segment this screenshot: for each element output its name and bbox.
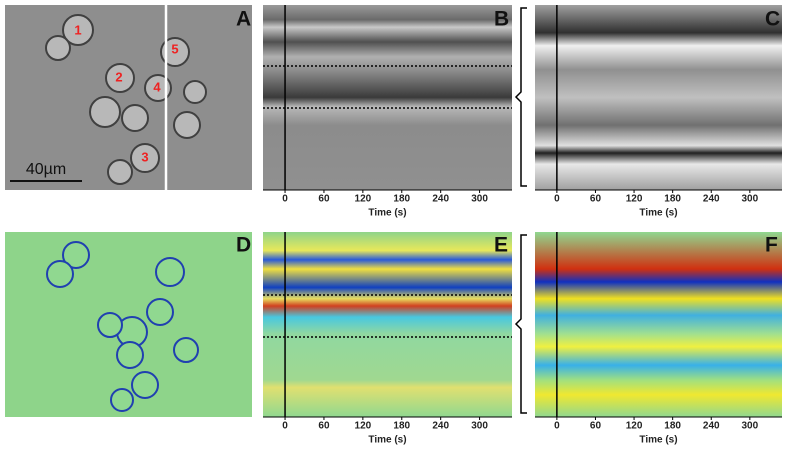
x-tick-label: 180	[664, 421, 681, 432]
x-axis-label: Time (s)	[639, 435, 677, 446]
cell-label: 1	[74, 22, 81, 37]
panel-label: A	[236, 8, 251, 31]
panel-label: B	[494, 8, 509, 31]
x-tick-label: 300	[471, 421, 488, 432]
x-axis-label: Time (s)	[368, 435, 406, 446]
x-tick-label: 60	[590, 194, 602, 205]
x-tick-label: 120	[626, 421, 643, 432]
x-tick-label: 120	[355, 421, 372, 432]
x-tick-label: 0	[282, 194, 288, 205]
panel-label: F	[765, 234, 778, 257]
kymograph-zoom	[535, 232, 782, 417]
x-tick-label: 240	[703, 421, 720, 432]
x-tick-label: 0	[554, 194, 560, 205]
x-tick-label: 240	[432, 194, 449, 205]
kymograph-zoom	[535, 5, 782, 190]
x-tick-label: 120	[626, 194, 643, 205]
x-tick-label: 240	[432, 421, 449, 432]
cell-label: 3	[141, 149, 148, 164]
x-tick-label: 180	[393, 421, 410, 432]
x-tick-label: 0	[282, 421, 288, 432]
x-axis-label: Time (s)	[639, 208, 677, 219]
x-tick-label: 180	[664, 194, 681, 205]
x-tick-label: 0	[554, 421, 560, 432]
x-tick-label: 60	[318, 194, 330, 205]
cell-label: 4	[153, 79, 161, 94]
x-axis-label: Time (s)	[368, 208, 406, 219]
x-tick-label: 60	[590, 421, 602, 432]
x-tick-label: 60	[318, 421, 330, 432]
x-tick-label: 180	[393, 194, 410, 205]
cell-label: 2	[115, 69, 122, 84]
cells	[45, 14, 207, 185]
panel-label: D	[236, 234, 251, 257]
x-tick-label: 240	[703, 194, 720, 205]
x-tick-label: 300	[471, 194, 488, 205]
scale-bar-label: 40µm	[26, 161, 66, 178]
x-tick-label: 120	[355, 194, 372, 205]
bracket	[514, 234, 527, 414]
cells	[46, 241, 199, 412]
panel-label: C	[765, 8, 780, 31]
x-tick-label: 300	[741, 421, 758, 432]
kymograph	[263, 5, 512, 190]
panel-label: E	[494, 234, 508, 257]
x-tick-label: 300	[741, 194, 758, 205]
cell-label: 5	[171, 41, 178, 56]
micrograph	[5, 5, 252, 190]
bracket	[514, 7, 527, 187]
kymograph	[263, 232, 512, 417]
